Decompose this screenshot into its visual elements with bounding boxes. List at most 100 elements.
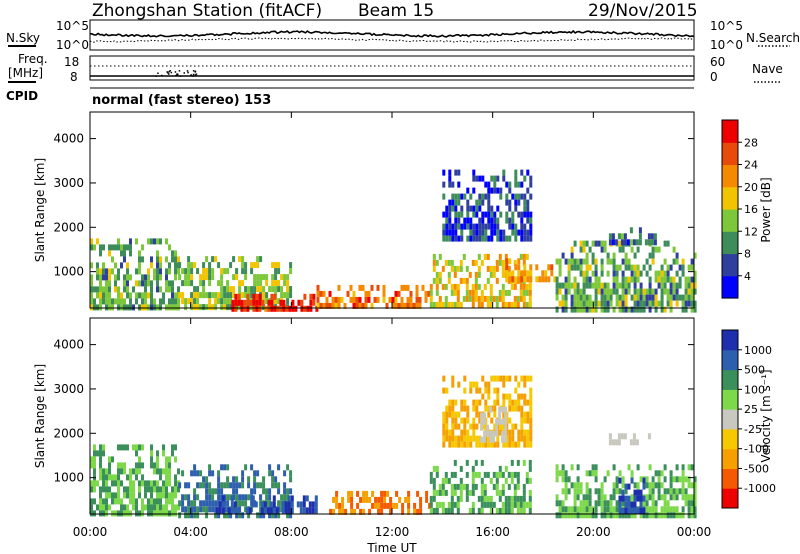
echo-cell [269, 501, 273, 508]
echo-cell [162, 492, 165, 499]
echo-cell [492, 471, 496, 478]
echo-cell [205, 488, 209, 495]
echo-cell [394, 290, 398, 297]
echo-cell [502, 399, 506, 406]
echo-cell [314, 495, 318, 502]
nave-dropout [157, 72, 159, 74]
echo-cell [156, 510, 159, 517]
echo-cell [448, 169, 452, 176]
echo-cell [564, 282, 568, 289]
echo-cell [687, 264, 691, 271]
echo-cell [520, 417, 524, 424]
echo-cell [266, 507, 270, 514]
echo-cell [489, 295, 493, 302]
echo-cell [672, 488, 676, 495]
echo-cell [409, 302, 413, 309]
echo-cell [250, 488, 254, 495]
echo-cell [663, 282, 667, 289]
echo-cell [123, 256, 126, 263]
echo-cell [520, 270, 524, 277]
echo-cell [445, 423, 449, 430]
echo-cell [653, 239, 657, 246]
echo-cell [508, 223, 512, 230]
echo-cell [147, 498, 150, 505]
echo-cell [429, 507, 433, 514]
echo-cell [496, 441, 500, 448]
echo-cell [208, 268, 212, 275]
echo-cell [184, 512, 188, 519]
echo-cell [156, 450, 159, 457]
echo-cell [612, 276, 616, 283]
echo-cell [214, 298, 218, 305]
echo-cell [693, 494, 697, 501]
echo-cell [615, 482, 619, 489]
echo-cell [240, 305, 244, 312]
echo-cell [487, 411, 491, 418]
x-tick-label: 20:00 [576, 525, 611, 539]
echo-cell [244, 262, 248, 269]
echo-cell [132, 486, 135, 493]
echo-cell [529, 211, 533, 218]
echo-cell [600, 488, 604, 495]
echo-cell [144, 492, 147, 499]
echo-cell [633, 264, 637, 271]
echo-cell [156, 480, 159, 487]
echo-cell [153, 504, 156, 511]
echo-cell [621, 294, 625, 301]
echo-cell [165, 268, 168, 275]
echo-cell [507, 471, 511, 478]
echo-cell [288, 305, 292, 312]
echo-cell [651, 300, 655, 307]
echo-cell [526, 276, 530, 283]
echo-cell [623, 433, 627, 440]
echo-cell [184, 506, 188, 513]
echo-cell [669, 300, 673, 307]
echo-cell [153, 480, 156, 487]
echo-cell [617, 433, 621, 440]
echo-cell [117, 304, 120, 311]
echo-cell [429, 289, 433, 296]
echo-cell [588, 282, 592, 289]
echo-cell [648, 264, 652, 271]
echo-cell [582, 500, 586, 507]
echo-cell [475, 175, 479, 182]
echo-cell [564, 470, 568, 477]
echo-cell [675, 488, 679, 495]
echo-cell [660, 470, 664, 477]
echo-cell [502, 175, 506, 182]
echo-cell [517, 441, 521, 448]
echo-cell [93, 486, 96, 493]
echo-cell [480, 495, 484, 502]
echo-cell [337, 284, 341, 291]
echo-cell [520, 435, 524, 442]
echo-cell [261, 299, 265, 306]
echo-cell [588, 470, 592, 477]
echo-cell [484, 441, 488, 448]
echo-cell [516, 495, 520, 502]
echo-cell [629, 227, 633, 234]
echo-cell [657, 494, 661, 501]
echo-cell [460, 235, 464, 242]
echo-cell [511, 423, 515, 430]
echo-cell [214, 292, 218, 299]
echo-cell [123, 462, 126, 469]
echo-cell [308, 507, 312, 514]
echo-cell [529, 229, 533, 236]
echo-cell [669, 470, 673, 477]
echo-cell [427, 290, 431, 297]
echo-cell [519, 289, 523, 296]
echo-cell [108, 504, 111, 511]
echo-cell [538, 276, 542, 283]
echo-cell [513, 295, 517, 302]
echo-cell [529, 217, 533, 224]
echo-cell [519, 253, 523, 260]
echo-cell [472, 205, 476, 212]
echo-cell [520, 181, 524, 188]
echo-cell [454, 217, 458, 224]
echo-cell [472, 381, 476, 388]
echo-cell [642, 512, 646, 519]
echo-cell [585, 488, 589, 495]
echo-cell [627, 507, 631, 514]
echo-cell [165, 304, 168, 311]
echo-cell [99, 462, 102, 469]
